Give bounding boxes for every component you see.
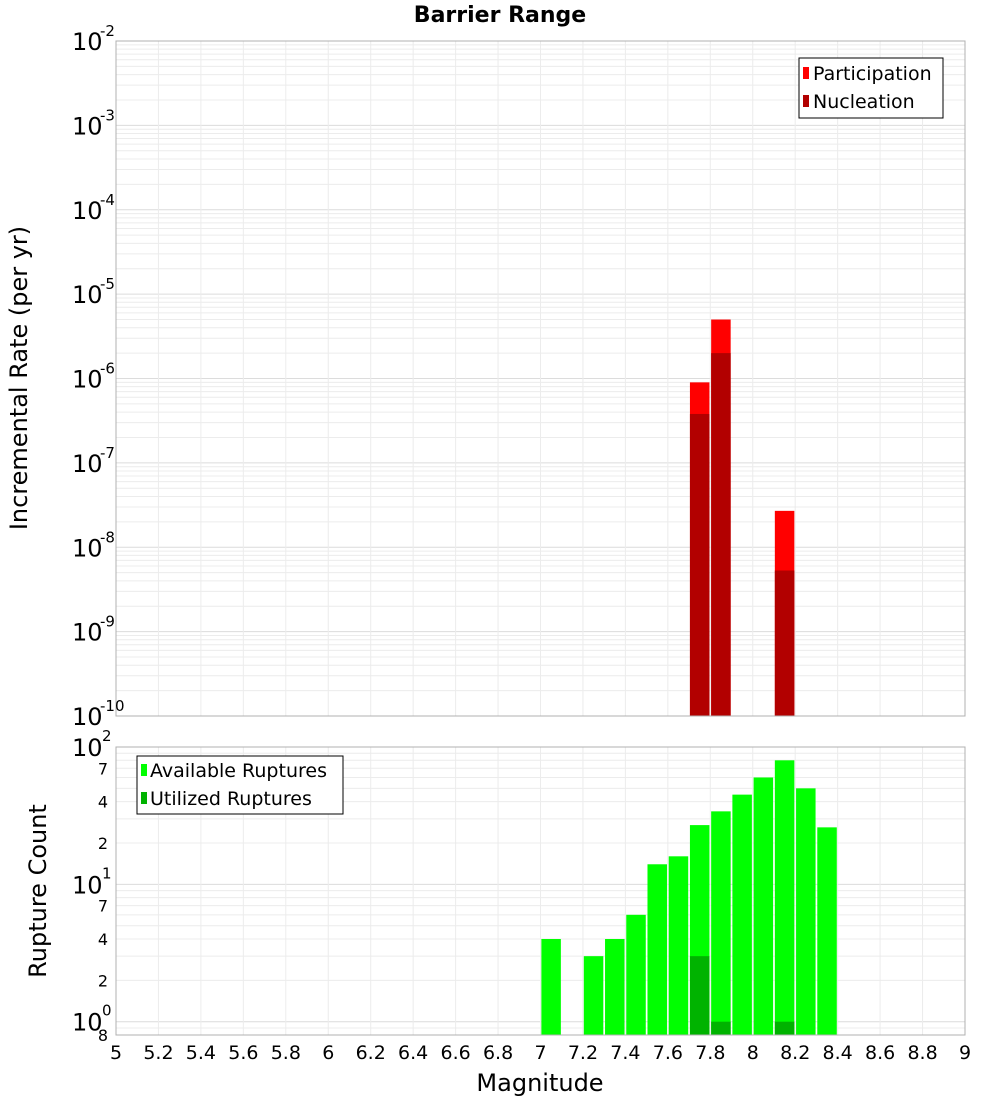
available-ruptures-bar bbox=[583, 956, 604, 1035]
top-y-tick-label: 10 bbox=[72, 703, 103, 731]
bottom-bars bbox=[541, 760, 837, 1035]
top-y-tick-exponent: -7 bbox=[100, 444, 115, 462]
x-tick-label: 8.6 bbox=[865, 1042, 895, 1064]
x-tick-label: 6.4 bbox=[398, 1042, 428, 1064]
bottom-y-minor-tick-label: 4 bbox=[98, 793, 108, 812]
top-y-tick-label: 10 bbox=[72, 534, 103, 562]
available-ruptures-bar bbox=[541, 939, 561, 1035]
top-y-tick-label: 10 bbox=[72, 450, 103, 478]
bottom-y-tick-label: 10 bbox=[72, 734, 103, 762]
available-ruptures-bar bbox=[732, 794, 752, 1035]
x-tick-label: 8.8 bbox=[907, 1042, 937, 1064]
bottom-y-tick-exponent: 0 bbox=[102, 1002, 112, 1020]
x-tick-label: 8 bbox=[747, 1042, 759, 1064]
top-y-tick-label: 10 bbox=[72, 197, 103, 225]
utilized-ruptures-bar bbox=[774, 1021, 795, 1035]
available-swatch bbox=[141, 764, 147, 776]
utilized-ruptures-bar bbox=[711, 1021, 731, 1035]
top-y-tick-label: 10 bbox=[72, 112, 103, 140]
bottom-y-minor-tick-label: 7 bbox=[98, 897, 108, 916]
available-ruptures-bar bbox=[647, 864, 667, 1035]
nucleation-bar bbox=[711, 353, 731, 716]
x-tick-label: 7.2 bbox=[568, 1042, 598, 1064]
bottom-legend-box bbox=[136, 755, 344, 815]
bottom-y-minor-tick-label: 2 bbox=[98, 834, 108, 853]
available-ruptures-bar bbox=[668, 856, 689, 1035]
utilized-swatch bbox=[141, 792, 147, 804]
x-tick-label: 8.2 bbox=[780, 1042, 810, 1064]
participation-plot: 10-210-310-410-510-610-710-810-910-10 In… bbox=[5, 22, 966, 731]
participation-swatch bbox=[803, 67, 809, 79]
top-y-tick-exponent: -3 bbox=[100, 106, 115, 124]
top-y-tick-label: 10 bbox=[72, 366, 103, 394]
x-tick-label: 5.8 bbox=[271, 1042, 301, 1064]
x-axis-title: Magnitude bbox=[476, 1069, 603, 1097]
nucleation-legend-label: Nucleation bbox=[813, 91, 915, 113]
bottom-y-tick-exponent: 2 bbox=[102, 727, 112, 745]
x-tick-label: 6.8 bbox=[483, 1042, 513, 1064]
available-ruptures-bar bbox=[796, 788, 816, 1035]
x-tick-label: 5 bbox=[110, 1042, 122, 1064]
top-y-tick-exponent: -5 bbox=[100, 275, 115, 293]
bottom-y-minor-tick-label: 8 bbox=[98, 1026, 108, 1045]
available-ruptures-bar bbox=[626, 914, 646, 1035]
x-tick-label: 5.4 bbox=[186, 1042, 216, 1064]
available-ruptures-bar bbox=[711, 811, 731, 1035]
available-ruptures-bar bbox=[817, 827, 837, 1035]
participation-legend-label: Participation bbox=[813, 63, 932, 85]
top-y-ticks: 10-210-310-410-510-610-710-810-910-10 bbox=[72, 22, 125, 731]
utilized-legend-label: Utilized Ruptures bbox=[150, 788, 312, 810]
top-y-tick-label: 10 bbox=[72, 281, 103, 309]
bottom-y-minor-tick-label: 7 bbox=[98, 759, 108, 778]
top-plot-frame bbox=[115, 40, 966, 717]
top-y-tick-exponent: -6 bbox=[100, 360, 115, 378]
available-legend-label: Available Ruptures bbox=[150, 760, 327, 782]
top-legend: Participation Nucleation bbox=[798, 57, 944, 119]
x-tick-label: 6 bbox=[322, 1042, 334, 1064]
x-tick-label: 5.6 bbox=[228, 1042, 258, 1064]
top-legend-box bbox=[798, 57, 944, 119]
chart-title: Barrier Range bbox=[414, 3, 586, 28]
x-tick-label: 7.6 bbox=[653, 1042, 683, 1064]
bottom-y-minor-tick-label: 2 bbox=[98, 971, 108, 990]
top-gridlines bbox=[115, 40, 966, 717]
top-bars bbox=[689, 319, 795, 716]
top-y-tick-exponent: -2 bbox=[100, 22, 115, 40]
top-y-tick-exponent: -10 bbox=[100, 697, 125, 715]
x-tick-label: 6.6 bbox=[440, 1042, 470, 1064]
top-y-axis-title: Incremental Rate (per yr) bbox=[5, 226, 33, 530]
top-y-tick-label: 10 bbox=[72, 619, 103, 647]
bottom-legend: Available Ruptures Utilized Ruptures bbox=[136, 755, 344, 815]
bottom-plot-frame bbox=[115, 746, 966, 1036]
nucleation-bar bbox=[774, 570, 795, 716]
available-ruptures-bar bbox=[753, 777, 774, 1035]
x-tick-label: 9 bbox=[959, 1042, 971, 1064]
x-tick-label: 7.8 bbox=[695, 1042, 725, 1064]
top-y-tick-exponent: -8 bbox=[100, 528, 115, 546]
x-tick-label: 7 bbox=[534, 1042, 546, 1064]
bottom-y-axis-title: Rupture Count bbox=[24, 804, 52, 978]
top-y-tick-exponent: -4 bbox=[100, 191, 115, 209]
nucleation-swatch bbox=[803, 95, 809, 107]
top-y-tick-exponent: -9 bbox=[100, 613, 115, 631]
available-ruptures-bar bbox=[605, 939, 625, 1035]
available-ruptures-bar bbox=[774, 760, 795, 1035]
nucleation-bar bbox=[689, 413, 710, 716]
bottom-y-tick-label: 10 bbox=[72, 871, 103, 899]
bottom-y-tick-exponent: 1 bbox=[102, 864, 112, 882]
x-tick-label: 8.4 bbox=[823, 1042, 853, 1064]
x-tick-label: 5.2 bbox=[143, 1042, 173, 1064]
x-tick-label: 7.4 bbox=[610, 1042, 640, 1064]
utilized-ruptures-bar bbox=[689, 956, 710, 1035]
bottom-y-minor-tick-label: 4 bbox=[98, 930, 108, 949]
x-tick-labels: 5 5.2 5.4 5.6 5.8 6 6.2 6.4 6.6 6.8 7 7.2 7.4 7.6 7.8 8… bbox=[110, 1042, 971, 1064]
bottom-y-tick-label: 10 bbox=[72, 1009, 103, 1037]
top-y-tick-label: 10 bbox=[72, 28, 103, 56]
x-tick-label: 6.2 bbox=[356, 1042, 386, 1064]
